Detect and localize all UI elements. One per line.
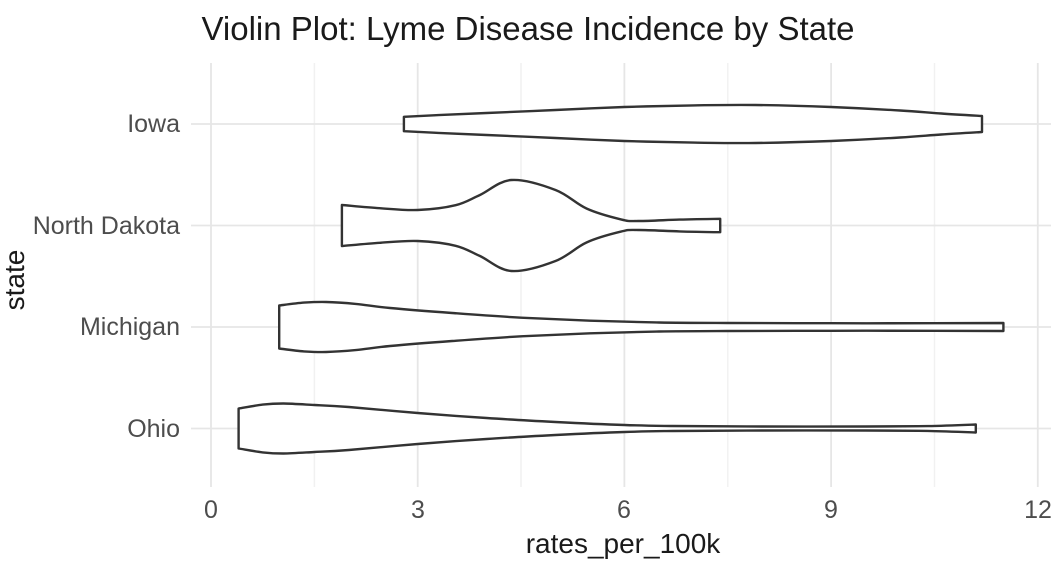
x-tick-label: 3	[411, 496, 425, 524]
y-axis-title: state	[0, 249, 30, 311]
x-tick-label: 9	[824, 496, 838, 524]
y-tick-label: North Dakota	[32, 212, 180, 240]
violin-ohio	[237, 402, 977, 455]
violin-iowa	[402, 103, 984, 145]
violin-north-dakota	[340, 178, 722, 273]
y-tick-label: Ohio	[127, 415, 180, 443]
plot-title: Violin Plot: Lyme Disease Incidence by S…	[201, 10, 855, 47]
x-tick-label: 12	[1024, 496, 1052, 524]
violin-michigan	[278, 300, 1005, 354]
y-tick-label: Iowa	[127, 110, 180, 138]
x-tick-label: 0	[204, 496, 218, 524]
x-axis-title: rates_per_100k	[525, 528, 721, 559]
x-tick-label: 6	[617, 496, 631, 524]
y-tick-label: Michigan	[79, 313, 180, 341]
